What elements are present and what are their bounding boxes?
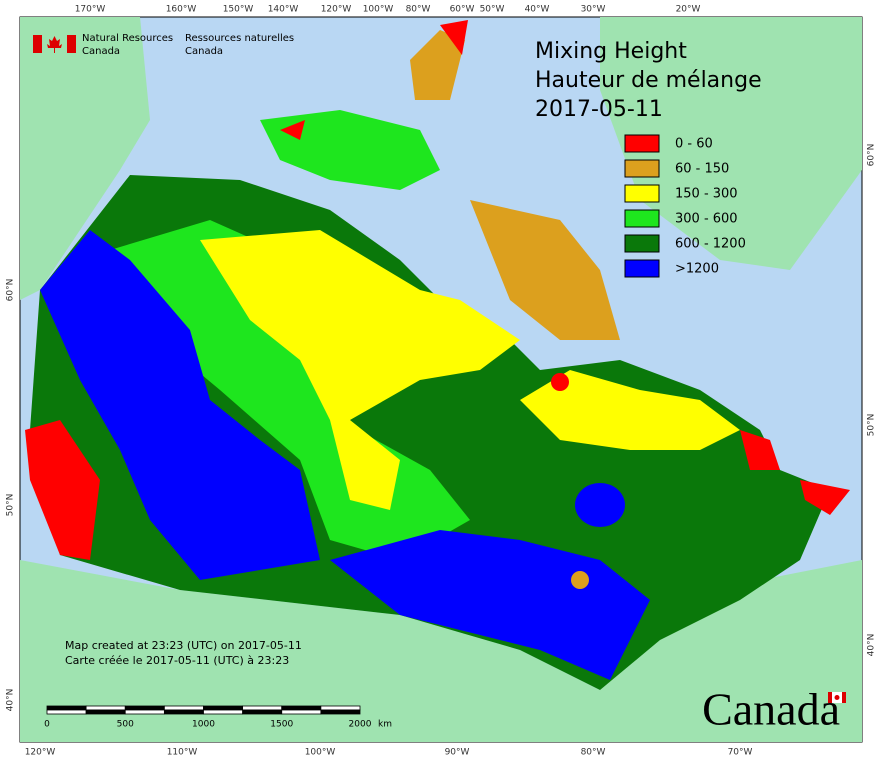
region (470, 200, 620, 340)
scale-segment (203, 705, 244, 711)
graticule-label: 60°N (6, 279, 16, 302)
scale-segment (163, 705, 204, 711)
legend-swatch (624, 234, 660, 253)
graticule-label: 60°N (867, 144, 877, 167)
scale-segment (46, 705, 87, 711)
region (520, 370, 740, 450)
scale-segment (124, 709, 165, 715)
graticule-label: 50°W (480, 5, 505, 15)
graticule-label: 50°N (867, 414, 877, 437)
flag-leaf (47, 36, 62, 53)
scale-segment (320, 709, 361, 715)
graticule-label: 50°N (6, 494, 16, 517)
scale-label: 2000 (349, 720, 372, 730)
graticule-label: 120°W (321, 5, 352, 15)
region (740, 430, 780, 470)
legend-label: >1200 (675, 262, 719, 277)
org: Natural Resources (82, 33, 173, 44)
scale-label: 1000 (192, 720, 215, 730)
graticule-label: 40°N (867, 634, 877, 657)
scale-segment (281, 705, 322, 711)
org: Ressources naturelles (185, 33, 294, 44)
scale-label: 1500 (270, 720, 293, 730)
graticule-label: 140°W (268, 5, 299, 15)
alaska (20, 17, 150, 300)
region (260, 110, 440, 190)
graticule-label: 150°W (223, 5, 254, 15)
scale-label: 0 (44, 720, 50, 730)
flag-bar (67, 35, 76, 53)
org: Canada (185, 46, 223, 57)
region (410, 30, 465, 100)
region (40, 230, 320, 580)
graticule-label: 20°W (676, 5, 701, 15)
scale-segment (46, 709, 87, 715)
graticule-label: 40°N (6, 689, 16, 712)
graticule-label: 90°W (445, 748, 470, 758)
region (800, 480, 850, 515)
scale-segment (203, 709, 244, 715)
region (200, 230, 520, 510)
graticule-label: 100°W (305, 748, 336, 758)
org: Canada (82, 46, 120, 57)
legend-swatch (624, 184, 660, 203)
legend-swatch (624, 134, 660, 153)
region (440, 20, 468, 55)
greenland (600, 17, 862, 270)
scale-segment (320, 705, 361, 711)
graticule-label: 110°W (167, 748, 198, 758)
title: Mixing Height (535, 39, 687, 64)
scale-segment (124, 705, 165, 711)
graticule-label: 30°W (581, 5, 606, 15)
graticule-label: 70°W (728, 748, 753, 758)
legend-label: 0 - 60 (675, 137, 713, 152)
scale-segment (242, 709, 283, 715)
footer: Carte créée le 2017-05-11 (UTC) à 23:23 (65, 654, 289, 667)
graticule-label: 60°W (450, 5, 475, 15)
graticule-label: 100°W (363, 5, 394, 15)
title: 2017-05-11 (535, 97, 663, 122)
scale-segment (85, 709, 126, 715)
region (575, 483, 625, 527)
graticule-label: 170°W (75, 5, 106, 15)
scale-label: 500 (117, 720, 134, 730)
legend-label: 600 - 1200 (675, 237, 746, 252)
region (280, 120, 305, 140)
scale-segment (242, 705, 283, 711)
flag-bar (33, 35, 42, 53)
scale-unit: km (378, 720, 392, 730)
legend-swatch (624, 209, 660, 228)
graticule-label: 160°W (166, 5, 197, 15)
title: Hauteur de mélange (535, 68, 762, 93)
wordmark: Canada (702, 684, 840, 735)
graticule-label: 40°W (525, 5, 550, 15)
legend-swatch (624, 159, 660, 178)
usa (20, 560, 862, 742)
legend-label: 60 - 150 (675, 162, 729, 177)
region (25, 420, 100, 560)
scale-segment (281, 709, 322, 715)
scale-segment (163, 709, 204, 715)
footer: Map created at 23:23 (UTC) on 2017-05-11 (65, 639, 302, 652)
legend-swatch (624, 259, 660, 278)
graticule-label: 80°W (581, 748, 606, 758)
legend-label: 150 - 300 (675, 187, 738, 202)
graticule-label: 80°W (406, 5, 431, 15)
wordmark-flag (834, 695, 840, 700)
region (330, 530, 650, 680)
graticule-label: 120°W (25, 748, 56, 758)
legend-label: 300 - 600 (675, 212, 738, 227)
scale-segment (85, 705, 126, 711)
region (551, 373, 569, 391)
region (571, 571, 589, 589)
